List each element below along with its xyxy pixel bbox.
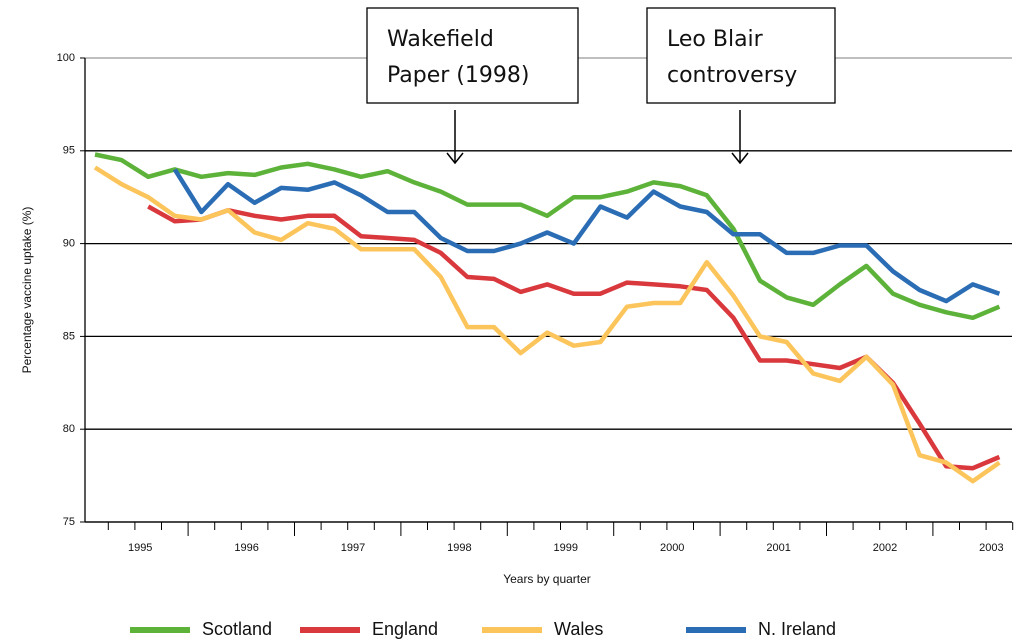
x-tick-label: 1996 xyxy=(234,542,258,554)
y-tick-label: 85 xyxy=(63,330,75,342)
y-tick-label: 90 xyxy=(63,238,75,250)
legend-label: N. Ireland xyxy=(758,619,836,639)
annotation-box xyxy=(646,7,836,104)
y-tick-label: 80 xyxy=(63,423,75,435)
series-line xyxy=(172,168,1001,304)
y-tick-label: 75 xyxy=(63,516,75,528)
annotation-box xyxy=(366,7,579,104)
x-tick-label: 2001 xyxy=(766,542,790,554)
legend-label: Scotland xyxy=(202,619,272,639)
legend-label: England xyxy=(372,619,438,639)
x-tick-label: 2003 xyxy=(979,542,1003,554)
series-line xyxy=(147,204,1001,471)
series-line xyxy=(93,165,1001,484)
y-axis-title: Percentage vaccine uptake (%) xyxy=(20,207,34,374)
x-tick-label: 1998 xyxy=(447,542,471,554)
x-axis-title: Years by quarter xyxy=(503,572,591,586)
annotation-text: controversy xyxy=(667,63,797,88)
annotation-text: Leo Blair xyxy=(667,27,764,52)
y-tick-label: 100 xyxy=(57,52,75,64)
annotation-text: Paper (1998) xyxy=(387,63,529,88)
x-tick-label: 2000 xyxy=(660,542,684,554)
x-tick-label: 1999 xyxy=(554,542,578,554)
y-tick-label: 95 xyxy=(63,145,75,157)
x-tick-label: 1997 xyxy=(341,542,365,554)
annotation-arrowhead xyxy=(446,152,464,165)
annotation-arrowhead xyxy=(731,152,749,165)
x-tick-label: 2002 xyxy=(873,542,897,554)
series-line xyxy=(94,152,1001,321)
annotation-text: Wakefield xyxy=(387,27,494,52)
legend-label: Wales xyxy=(554,619,603,639)
x-tick-label: 1995 xyxy=(128,542,152,554)
